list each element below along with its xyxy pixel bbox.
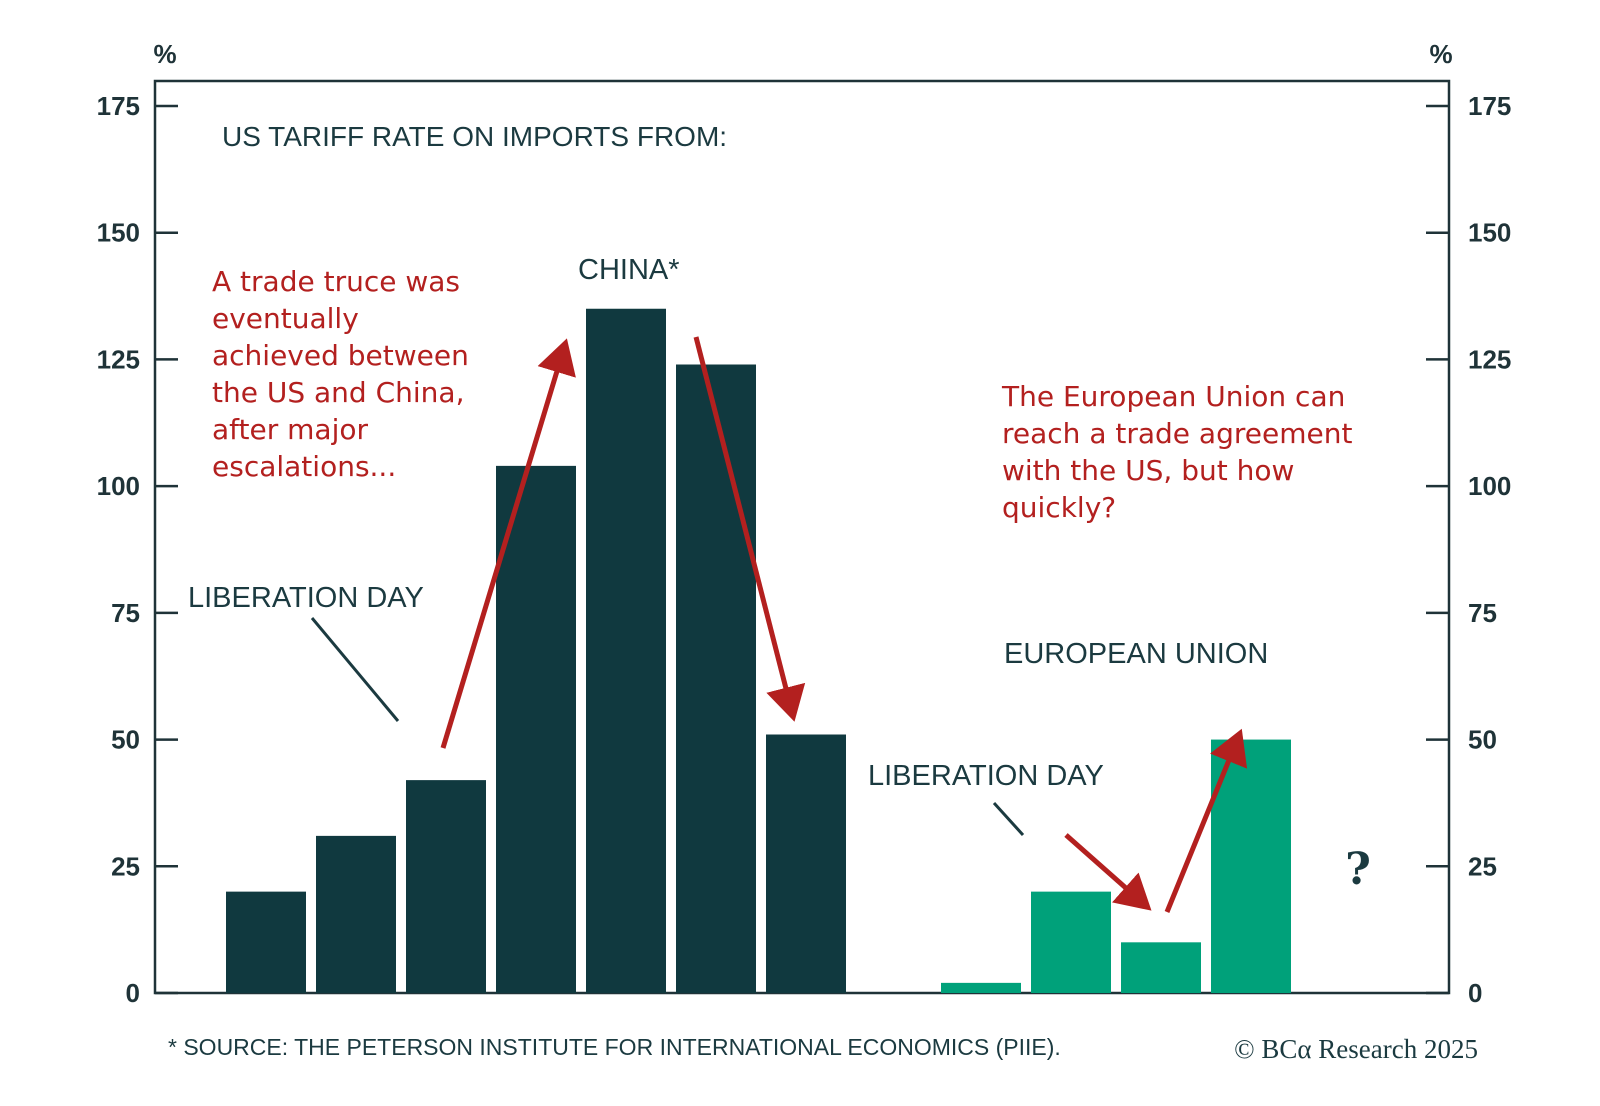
left-tick-label: 50: [111, 725, 140, 755]
left-axis-ticks: 0 25 50 75 100 125 150 175: [97, 91, 178, 1008]
china-bar-3: [406, 780, 486, 993]
left-tick-label: 100: [97, 471, 140, 501]
eu-liberation-day-leader: [992, 801, 1025, 837]
china-liberation-day-label: LIBERATION DAY: [188, 582, 424, 614]
china-bar-5: [586, 308, 666, 993]
china-note-line-3: achieved between: [212, 339, 469, 372]
eu-bars: [941, 739, 1291, 993]
eu-liberation-day-label: LIBERATION DAY: [868, 760, 1104, 792]
china-annotation-note: A trade truce was eventually achieved betw…: [212, 265, 469, 483]
right-tick-label: 0: [1468, 978, 1482, 1008]
china-bar-6: [676, 364, 756, 993]
china-liberation-day-leader: [310, 617, 400, 722]
eu-note-line-1: The European Union can: [1001, 380, 1345, 413]
left-tick-label: 0: [126, 978, 140, 1008]
china-bar-7: [766, 734, 846, 993]
source-note: * SOURCE: THE PETERSON INSTITUTE FOR INT…: [168, 1034, 1061, 1060]
china-truce-arrow: [693, 336, 806, 722]
future-question-mark: ?: [1345, 844, 1371, 895]
right-tick-label: 50: [1468, 725, 1497, 755]
eu-annotation-note: The European Union can reach a trade agre…: [1001, 380, 1352, 524]
china-note-line-1: A trade truce was: [212, 265, 460, 298]
china-bar-2: [316, 835, 396, 993]
eu-note-line-2: reach a trade agreement: [1002, 417, 1352, 450]
right-tick-label: 75: [1468, 598, 1497, 628]
china-note-line-6: escalations...: [212, 450, 396, 483]
eu-note-line-4: quickly?: [1002, 491, 1116, 524]
eu-drop-arrow: [1064, 833, 1152, 911]
right-tick-label: 175: [1468, 91, 1511, 121]
left-tick-label: 125: [97, 344, 140, 374]
chart-title: US TARIFF RATE ON IMPORTS FROM:: [222, 121, 727, 152]
left-tick-label: 150: [97, 218, 140, 248]
series-label-eu: EUROPEAN UNION: [1004, 638, 1268, 670]
left-tick-label: 175: [97, 91, 140, 121]
left-tick-label: 25: [111, 851, 140, 881]
right-tick-label: 150: [1468, 218, 1511, 248]
right-tick-label: 100: [1468, 471, 1511, 501]
china-note-line-4: the US and China,: [212, 376, 464, 409]
left-axis-unit: %: [153, 39, 176, 69]
trend-arrows: [440, 336, 1248, 913]
china-bars: [226, 308, 846, 994]
right-axis-unit: %: [1429, 39, 1452, 69]
china-note-line-2: eventually: [212, 302, 359, 335]
eu-bar-2: [1031, 891, 1111, 993]
eu-rise-arrow: [1164, 728, 1248, 913]
eu-note-line-3: with the US, but how: [1002, 454, 1294, 487]
china-escalation-arrow: [440, 338, 576, 749]
eu-bar-4: [1211, 739, 1291, 993]
right-tick-label: 125: [1468, 344, 1511, 374]
left-tick-label: 75: [111, 598, 140, 628]
eu-bar-1: [941, 982, 1021, 993]
right-axis-ticks: 0 25 50 75 100 125 150 175: [1426, 91, 1511, 1008]
china-bar-4: [496, 465, 576, 994]
brand-credit: © BCα Research 2025: [1234, 1034, 1478, 1064]
eu-bar-3: [1121, 942, 1201, 993]
right-tick-label: 25: [1468, 851, 1497, 881]
china-note-line-5: after major: [212, 413, 368, 446]
series-label-china: CHINA*: [578, 254, 680, 286]
china-bar-1: [226, 891, 306, 993]
